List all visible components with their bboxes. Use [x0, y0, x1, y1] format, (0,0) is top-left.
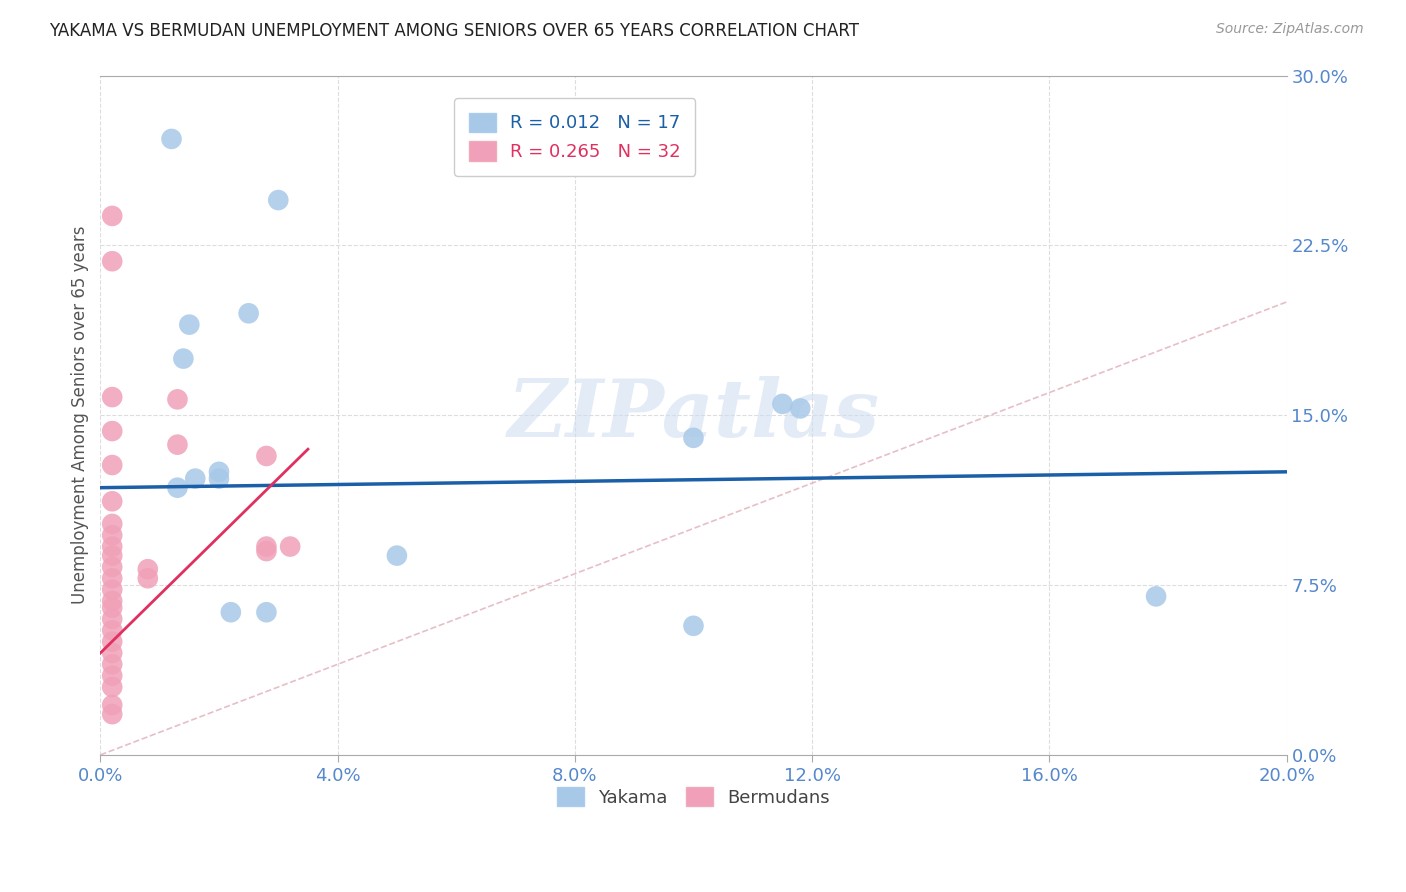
Point — [101, 612, 124, 626]
Point — [136, 571, 159, 585]
Point — [101, 680, 124, 694]
Point — [101, 582, 124, 597]
Point — [101, 698, 124, 712]
Point — [101, 458, 124, 472]
Point — [101, 494, 124, 508]
Point — [101, 594, 124, 608]
Point — [254, 605, 277, 619]
Text: Source: ZipAtlas.com: Source: ZipAtlas.com — [1216, 22, 1364, 37]
Point — [682, 431, 704, 445]
Point — [238, 306, 260, 320]
Point — [166, 437, 188, 451]
Point — [254, 449, 277, 463]
Point — [101, 707, 124, 722]
Point — [101, 560, 124, 574]
Point — [101, 516, 124, 531]
Text: YAKAMA VS BERMUDAN UNEMPLOYMENT AMONG SENIORS OVER 65 YEARS CORRELATION CHART: YAKAMA VS BERMUDAN UNEMPLOYMENT AMONG SE… — [49, 22, 859, 40]
Point — [219, 605, 242, 619]
Point — [101, 634, 124, 648]
Point — [166, 392, 188, 407]
Point — [160, 132, 183, 146]
Point — [101, 209, 124, 223]
Legend: Yakama, Bermudans: Yakama, Bermudans — [550, 780, 837, 814]
Point — [101, 540, 124, 554]
Point — [184, 472, 207, 486]
Point — [179, 318, 201, 332]
Point — [789, 401, 811, 416]
Point — [101, 424, 124, 438]
Point — [101, 528, 124, 542]
Point — [101, 600, 124, 615]
Point — [278, 540, 301, 554]
Point — [101, 646, 124, 660]
Point — [101, 624, 124, 638]
Point — [166, 481, 188, 495]
Text: ZIPatlas: ZIPatlas — [508, 376, 880, 454]
Point — [208, 465, 231, 479]
Point — [770, 397, 793, 411]
Point — [267, 193, 290, 207]
Point — [101, 668, 124, 682]
Point — [208, 472, 231, 486]
Point — [101, 254, 124, 268]
Point — [385, 549, 408, 563]
Point — [254, 544, 277, 558]
Point — [101, 657, 124, 672]
Point — [172, 351, 194, 366]
Point — [101, 549, 124, 563]
Point — [682, 619, 704, 633]
Point — [1144, 590, 1167, 604]
Point — [136, 562, 159, 576]
Y-axis label: Unemployment Among Seniors over 65 years: Unemployment Among Seniors over 65 years — [72, 226, 89, 605]
Point — [254, 540, 277, 554]
Point — [101, 390, 124, 404]
Point — [101, 571, 124, 585]
